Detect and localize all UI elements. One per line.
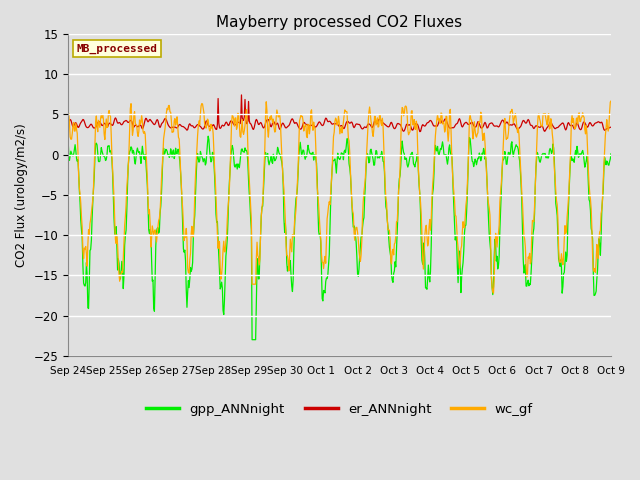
er_ANNnight [128,119,136,124]
Line: wc_gf: wc_gf [68,101,611,293]
gpp_ANNnight [204,133,212,139]
er_ANNnight [237,92,245,98]
Text: MB_processed: MB_processed [76,44,157,54]
gpp_ANNnight [248,337,256,343]
er_ANNnight [64,121,72,127]
wc_gf [64,115,72,120]
gpp_ANNnight [256,252,264,258]
er_ANNnight [396,121,404,127]
er_ANNnight [428,118,435,124]
wc_gf [228,120,236,126]
wc_gf [396,182,403,188]
er_ANNnight [607,124,615,130]
gpp_ANNnight [428,244,435,250]
gpp_ANNnight [228,143,236,148]
wc_gf [490,290,497,296]
wc_gf [275,113,283,119]
gpp_ANNnight [128,145,136,151]
gpp_ANNnight [397,163,404,168]
wc_gf [128,118,136,124]
er_ANNnight [276,126,284,132]
wc_gf [255,254,262,260]
Line: er_ANNnight: er_ANNnight [68,95,611,132]
er_ANNnight [255,121,263,127]
er_ANNnight [416,129,424,134]
gpp_ANNnight [276,153,284,158]
Y-axis label: CO2 Flux (urology/m2/s): CO2 Flux (urology/m2/s) [15,123,28,267]
Line: gpp_ANNnight: gpp_ANNnight [68,136,611,340]
Title: Mayberry processed CO2 Fluxes: Mayberry processed CO2 Fluxes [216,15,463,30]
er_ANNnight [228,118,236,124]
Legend: gpp_ANNnight, er_ANNnight, wc_gf: gpp_ANNnight, er_ANNnight, wc_gf [141,398,538,421]
gpp_ANNnight [64,135,72,141]
gpp_ANNnight [607,151,615,156]
wc_gf [607,98,615,104]
wc_gf [426,216,434,222]
